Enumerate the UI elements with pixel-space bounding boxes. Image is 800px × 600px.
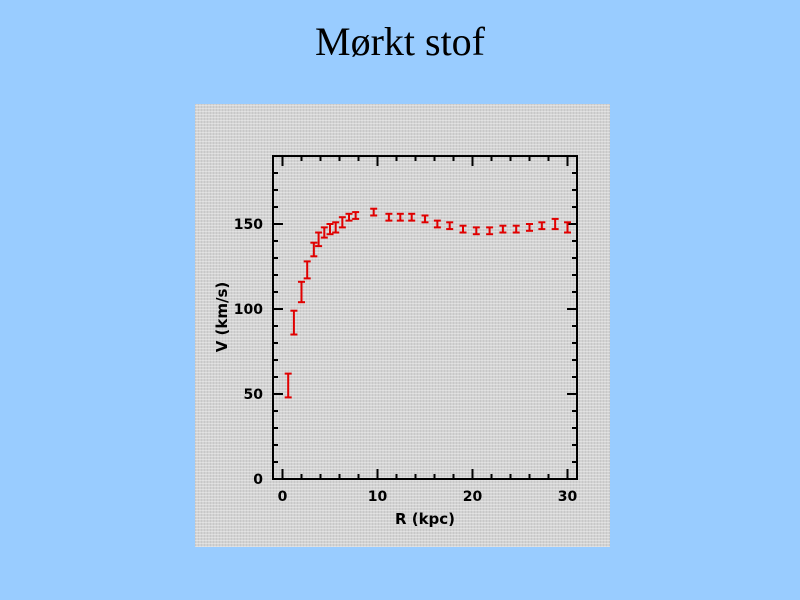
data-point	[303, 260, 311, 280]
data-point	[512, 224, 520, 234]
data-point	[315, 231, 323, 248]
y-tick-label: 50	[244, 387, 264, 403]
data-point	[446, 221, 454, 231]
data-point	[332, 221, 340, 234]
x-axis-label: R (kpc)	[395, 510, 455, 528]
data-point	[290, 309, 298, 336]
y-tick-label: 0	[253, 472, 263, 488]
data-point	[421, 214, 429, 224]
rotation-curve-chart: 0 10 20 30 0 50 100 150 R (kpc) V (km/s)	[213, 155, 578, 528]
slide-title: Mørkt stof	[315, 19, 485, 64]
data-points	[284, 207, 571, 399]
data-point	[486, 226, 494, 236]
data-point	[345, 212, 353, 222]
data-point	[320, 226, 328, 239]
rotation-curve-figure: 0 10 20 30 0 50 100 150 R (kpc) V (km/s)	[195, 104, 610, 547]
data-point	[408, 212, 416, 222]
data-point	[310, 241, 318, 258]
x-tick-label: 30	[558, 489, 578, 505]
y-tick-label: 100	[234, 302, 263, 318]
data-point	[564, 221, 571, 234]
data-point	[284, 372, 292, 399]
plot-frame	[272, 155, 578, 480]
data-point	[385, 212, 393, 222]
data-point	[370, 207, 378, 217]
data-point	[459, 224, 467, 234]
data-point	[338, 216, 346, 229]
data-point	[326, 223, 334, 236]
y-axis-label: V (km/s)	[213, 282, 231, 353]
data-point	[472, 226, 480, 236]
data-point	[526, 223, 533, 232]
data-point	[352, 211, 360, 220]
x-tick-label: 0	[278, 489, 288, 505]
data-point	[396, 212, 404, 222]
x-tick-label: 10	[368, 489, 388, 505]
data-point	[551, 217, 559, 231]
x-tick-label: 20	[463, 489, 483, 505]
axis-ticks: 0 10 20 30 0 50 100 150	[234, 156, 578, 505]
data-point	[499, 224, 507, 234]
data-point	[538, 221, 546, 231]
y-tick-label: 150	[234, 217, 263, 233]
data-point	[433, 219, 441, 229]
data-point	[298, 280, 305, 304]
